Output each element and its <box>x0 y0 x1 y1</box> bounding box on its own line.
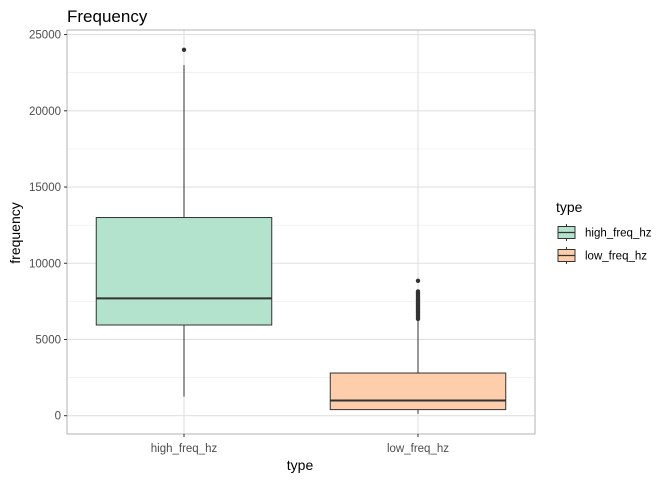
y-tick-label: 15000 <box>29 182 61 194</box>
x-tick-label: low_freq_hz <box>387 443 449 455</box>
panel-border <box>66 29 536 435</box>
y-tick-label: 10000 <box>29 258 61 270</box>
box-high_freq_hz <box>95 47 273 397</box>
iqr-box <box>95 217 273 326</box>
y-axis-ticks: 0 5000 10000 15000 20000 25000 <box>29 30 67 423</box>
outlier-point <box>415 278 421 283</box>
iqr-box <box>329 372 507 411</box>
box-series <box>95 47 507 414</box>
y-axis-title: frequency <box>7 202 23 263</box>
y-tick-label: 20000 <box>29 106 61 118</box>
legend-title: type <box>556 199 583 215</box>
legend-label: low_freq_hz <box>585 251 647 263</box>
y-tick-label: 25000 <box>29 30 61 42</box>
legend-label: high_freq_hz <box>585 228 652 240</box>
legend-item-low_freq_hz: low_freq_hz <box>557 247 647 264</box>
x-axis-title: type <box>287 457 314 473</box>
box-low_freq_hz <box>329 278 507 414</box>
chart-title: Frequency <box>67 7 148 26</box>
legend-item-high_freq_hz: high_freq_hz <box>557 224 652 241</box>
x-tick-label: high_freq_hz <box>151 443 218 455</box>
legend: type high_freq_hz low_freq_hz <box>556 199 652 264</box>
y-tick-label: 5000 <box>35 334 61 346</box>
x-axis-ticks: high_freq_hz low_freq_hz <box>151 434 449 455</box>
outlier-point <box>181 47 187 53</box>
y-tick-label: 0 <box>55 411 61 423</box>
outlier-point <box>415 289 421 294</box>
